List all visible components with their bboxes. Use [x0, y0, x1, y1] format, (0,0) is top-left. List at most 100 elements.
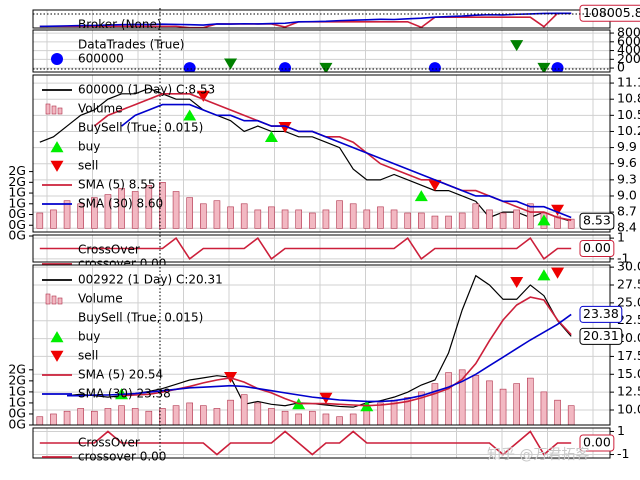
- marker: [551, 204, 565, 216]
- volume-bar: [363, 209, 371, 229]
- y-tick-label: 2000: [617, 51, 640, 66]
- last-value-label: 0.00: [583, 435, 611, 450]
- y2-tick-label: 2G: [8, 361, 26, 376]
- volume-bar: [77, 203, 84, 229]
- volume-bar: [540, 391, 548, 425]
- marker: [428, 62, 441, 72]
- y2-tick-label: 1G: [8, 195, 26, 210]
- y-tick-label: 10.2: [617, 123, 640, 138]
- marker: [279, 62, 292, 72]
- volume-bar: [336, 416, 343, 425]
- last-value-box: [579, 305, 623, 323]
- legend-icon: [45, 103, 51, 115]
- volume-bar: [513, 209, 520, 229]
- y-tick-label: 12.5: [617, 384, 640, 399]
- legend-label: Volume: [78, 292, 123, 306]
- volume-bar: [240, 394, 248, 425]
- volume-bar: [63, 200, 71, 229]
- plot-area: [39, 236, 572, 261]
- volume-bar: [118, 405, 125, 425]
- y-tick-label: 1: [617, 230, 625, 245]
- volume-bar: [104, 194, 112, 229]
- volume-bar: [349, 203, 357, 229]
- volume-bar: [309, 410, 316, 425]
- volume-bar: [50, 413, 57, 425]
- line: [39, 236, 572, 261]
- legend-label: Volume: [78, 102, 123, 116]
- volume-bar: [472, 203, 480, 229]
- volume-bar: [349, 413, 357, 425]
- panels: Broker (None)cash 108005.83108005.802000…: [8, 5, 640, 464]
- y2-tick-label: 2G: [8, 174, 26, 189]
- panel: 8.48.79.09.39.69.910.210.510.811.10G0G0G…: [8, 74, 640, 242]
- y2-tick-label: 0G: [8, 405, 26, 420]
- volume-bar: [200, 405, 207, 425]
- volume-bar: [309, 212, 316, 229]
- volume-bar: [554, 215, 561, 229]
- volume-bar: [172, 405, 180, 425]
- legend-label: Broker (None): [78, 18, 162, 32]
- volume-bar: [472, 375, 480, 425]
- y-tick-label: 8.7: [617, 204, 637, 219]
- volume-bar: [377, 206, 384, 229]
- y-tick-label: 1: [617, 423, 625, 438]
- last-value-label: 0.00: [583, 240, 611, 255]
- volume-bar: [390, 209, 398, 229]
- marker: [183, 62, 196, 72]
- y2-tick-label: 1G: [8, 394, 26, 409]
- marker: [196, 90, 210, 102]
- legend-icon: [51, 105, 57, 115]
- volume-bar: [186, 402, 193, 425]
- legend-label: 600000 (1 Day) C:8.53: [78, 83, 215, 97]
- crosshair: [33, 8, 610, 460]
- marker: [264, 130, 278, 143]
- volume-bar: [404, 212, 411, 229]
- volume-bar: [336, 200, 343, 229]
- y-tick-label: 10.0: [617, 402, 640, 417]
- legend-label: buy: [78, 330, 100, 344]
- volume-bar: [159, 182, 166, 229]
- line: [39, 12, 572, 28]
- volume-bar: [36, 416, 44, 425]
- legend-label: BuySell (True, 0.015): [78, 311, 203, 325]
- y-tick-label: 22.5: [617, 312, 640, 327]
- marker: [551, 62, 564, 72]
- legend-label: 600000: [78, 52, 124, 66]
- y2-tick-label: 2G: [8, 372, 26, 387]
- plot-area: [39, 430, 572, 456]
- legend-icon: [45, 293, 51, 305]
- legend-label: DataTrades (True): [78, 38, 184, 52]
- volume-bar: [145, 185, 153, 229]
- volume-bar: [254, 402, 262, 425]
- volume-bar: [281, 209, 289, 229]
- y-tick-label: -1: [617, 446, 629, 461]
- panel-frame: [32, 264, 611, 426]
- volume-bar: [513, 383, 520, 425]
- plot-area: [39, 12, 572, 28]
- y-tick-label: 4000: [617, 42, 640, 57]
- volume-bar: [118, 188, 125, 229]
- y-tick-label: 30.0: [617, 259, 640, 274]
- y2-tick-label: 1G: [8, 185, 26, 200]
- panel-frame: [32, 74, 611, 233]
- volume-bar: [554, 399, 561, 425]
- legend-label: SMA (30) 8.60: [78, 197, 163, 211]
- marker: [428, 180, 442, 192]
- volume-bar: [227, 206, 234, 229]
- plot-area: [183, 40, 564, 72]
- marker: [50, 160, 64, 172]
- line: [121, 103, 572, 219]
- legend-icon: [57, 107, 63, 115]
- y-tick-label: 9.6: [617, 155, 637, 170]
- volume-bar: [91, 410, 98, 425]
- line: [39, 430, 572, 456]
- volume-bar: [63, 410, 71, 425]
- volume-bar: [295, 413, 302, 425]
- volume-bar: [268, 206, 275, 229]
- volume-bar: [240, 203, 248, 229]
- y-tick-label: 15.0: [617, 366, 640, 381]
- volume-bar: [418, 212, 425, 229]
- y2-tick-label: 2G: [8, 163, 26, 178]
- legend-label: buy: [78, 140, 100, 154]
- volume-bar: [172, 191, 180, 229]
